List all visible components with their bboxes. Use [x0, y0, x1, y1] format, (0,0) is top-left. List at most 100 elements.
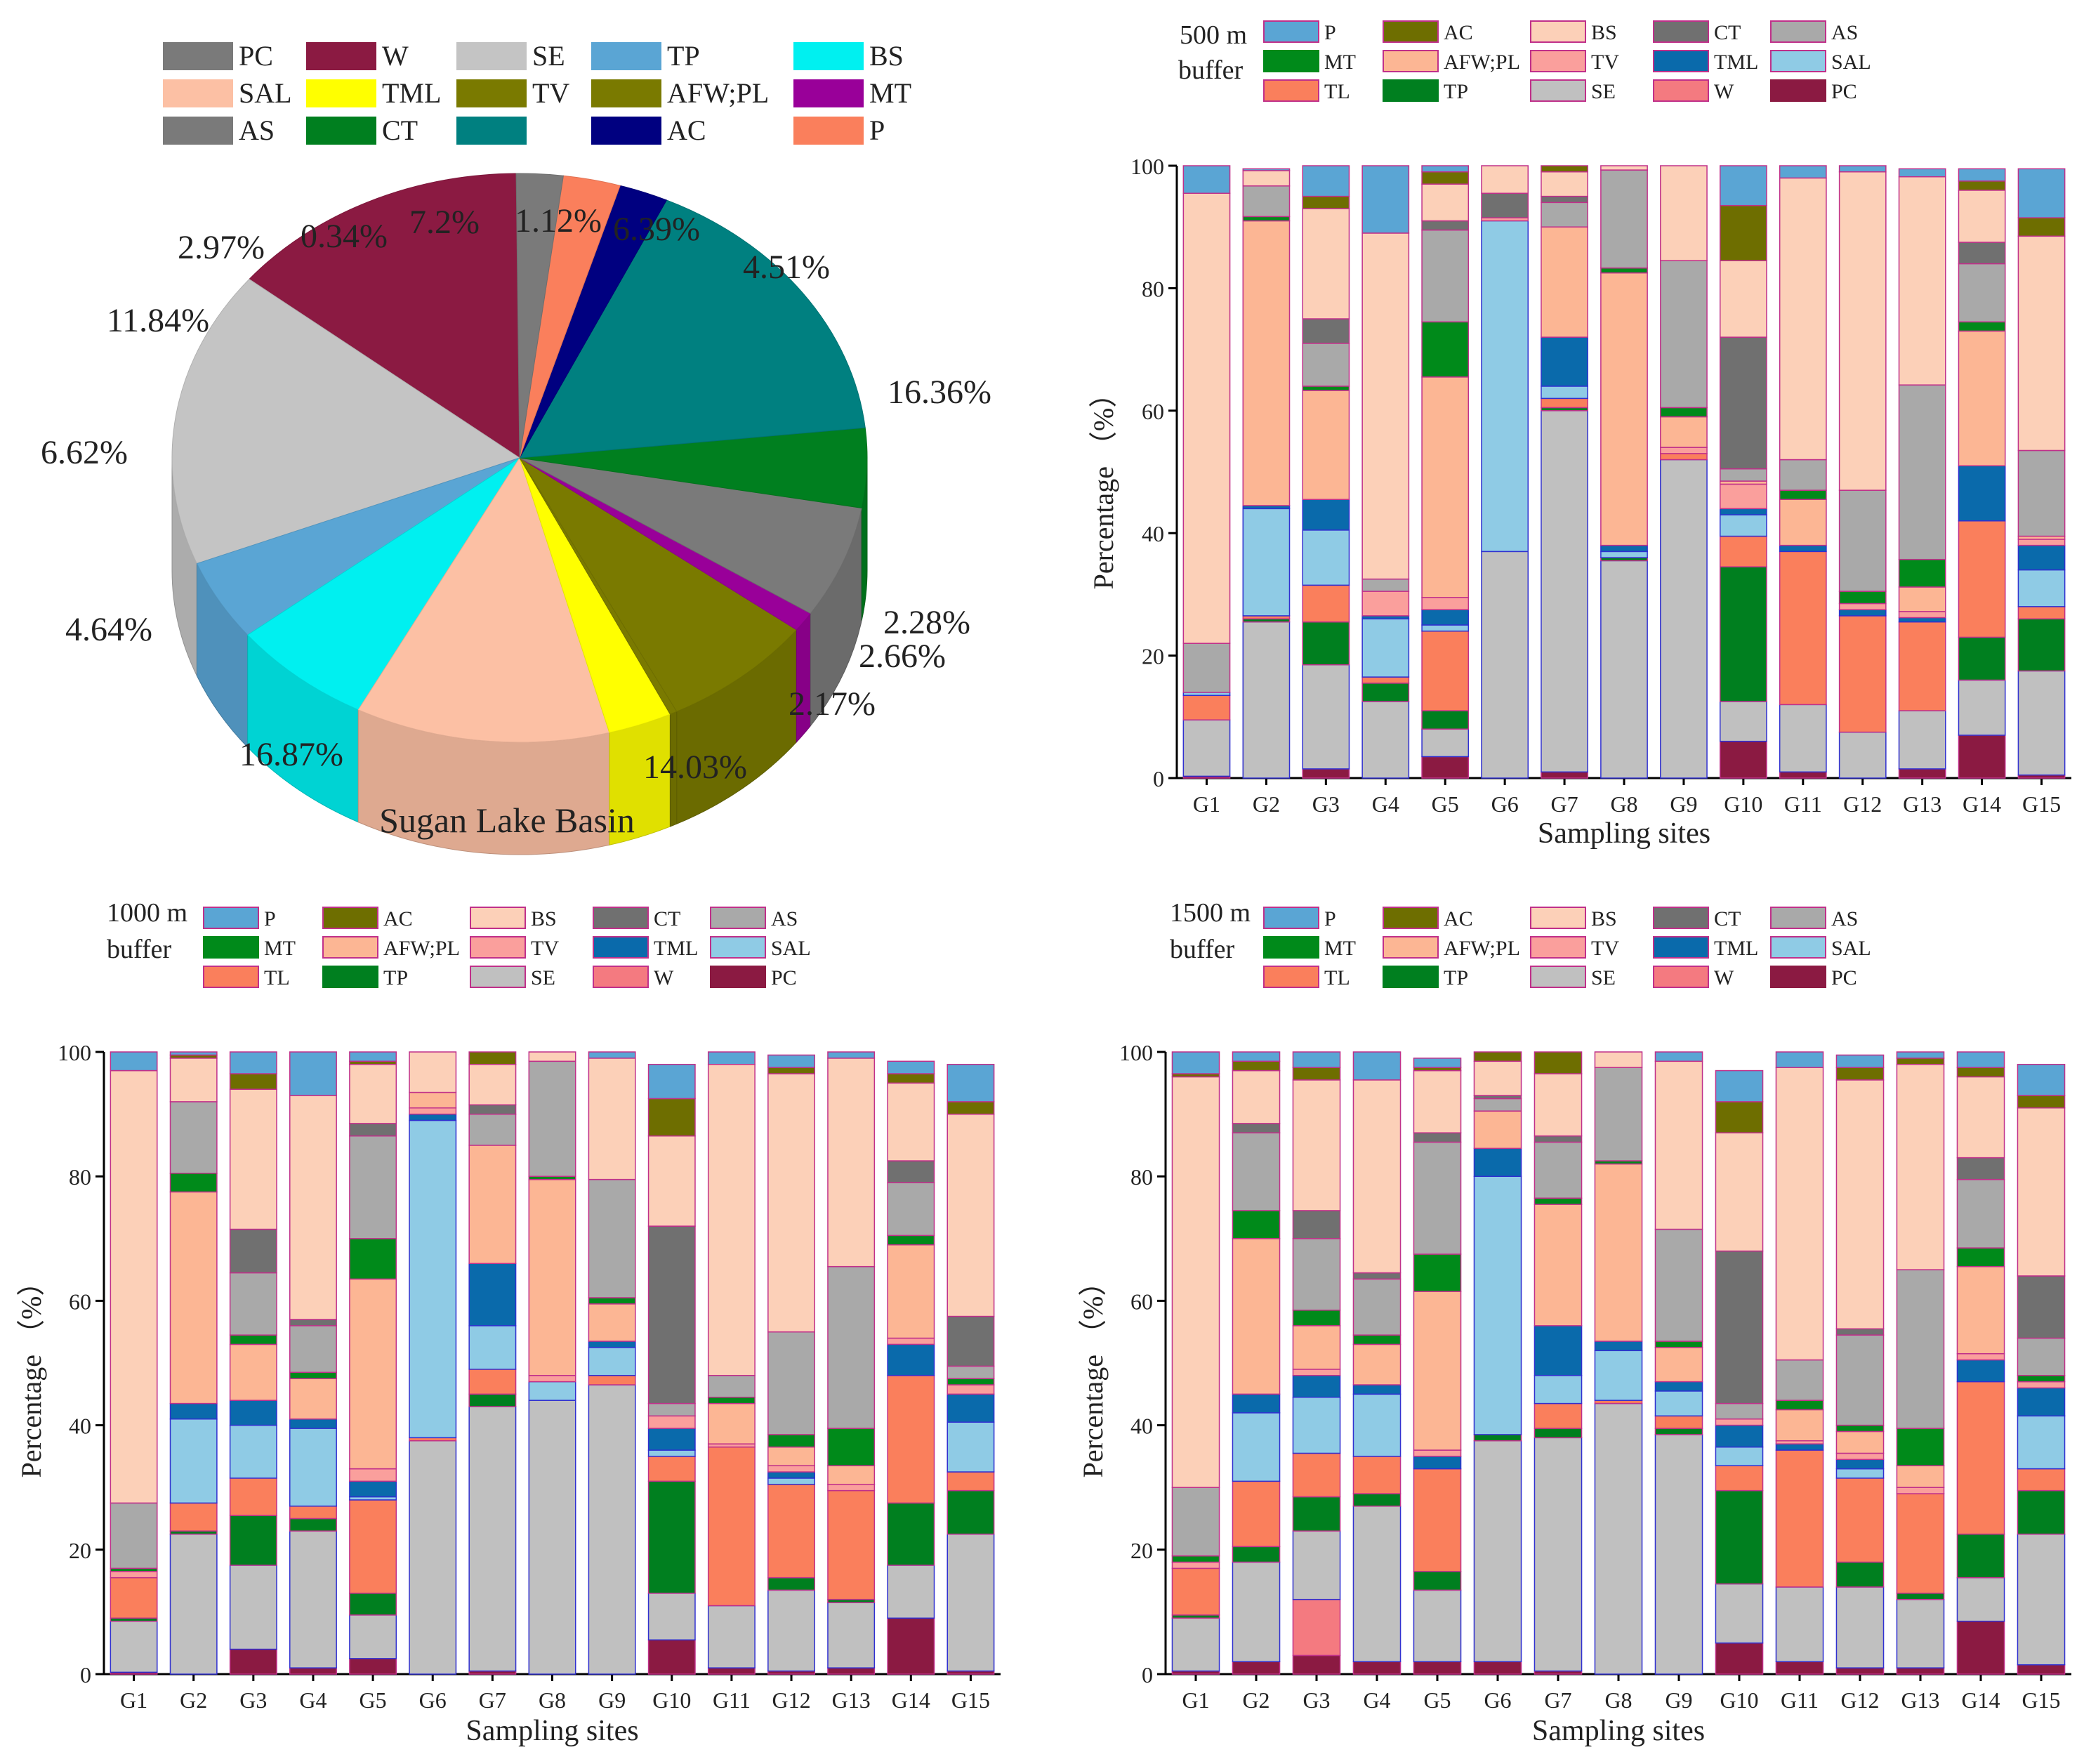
bar-segment-p	[229, 1051, 277, 1074]
bar-segment-as	[2017, 449, 2066, 537]
bar-segment-p	[1958, 168, 2006, 182]
bar-segment-tl	[1775, 1449, 1824, 1588]
bar-segment-afw-pl	[169, 1191, 218, 1404]
bar-segment-sal	[1242, 508, 1291, 617]
bar-segment-afw-pl	[1352, 1343, 1402, 1385]
bar-segment-bs	[1956, 1076, 2005, 1159]
pie-title: Sugan Lake Basin	[379, 801, 635, 840]
bar-legend-label: MT	[264, 937, 296, 960]
bar-segment-pc	[1779, 771, 1827, 779]
pie-legend-item-ct: CT	[306, 114, 418, 146]
bar-segment-ac	[1719, 204, 1767, 261]
bar-segment-tl	[1352, 1456, 1402, 1494]
bar-segment-se	[647, 1593, 696, 1641]
bar-legend-label: TL	[1324, 80, 1350, 103]
bar-legend-swatch	[1383, 20, 1439, 43]
x-tick-label: G12	[1843, 791, 1882, 817]
bar-segment-mt	[947, 1378, 995, 1385]
x-tick-label: G1	[1193, 791, 1220, 817]
bar-segment-sal	[289, 1428, 337, 1507]
bar-g11	[707, 1051, 756, 1675]
x-tick-label: G13	[1903, 791, 1941, 817]
x-axis-title: Sampling sites	[1538, 817, 1710, 850]
bar-segment-p	[588, 1051, 636, 1059]
pie-slice-se	[171, 278, 521, 565]
pie-chart	[171, 173, 868, 855]
x-tick-label: G12	[772, 1687, 810, 1713]
x-tick-label: G8	[1610, 791, 1637, 817]
bar-segment-mt	[707, 1396, 756, 1404]
bar-legend-swatch	[470, 907, 526, 929]
bar-segment-ac	[2017, 217, 2066, 237]
bar-segment-sal	[1421, 624, 1470, 632]
bar-segment-tl	[1232, 1480, 1281, 1548]
bar-segment-bs	[1481, 165, 1529, 194]
bar-segment-mt	[1898, 558, 1946, 588]
bar-segment-sal	[1719, 514, 1767, 537]
x-tick-label: G6	[1484, 1687, 1511, 1713]
bar-legend-item-as: AS	[1770, 20, 1858, 44]
pie-legend-label: AFW;PL	[667, 77, 769, 109]
bar-segment-se	[1898, 710, 1946, 770]
bar-segment-mt	[229, 1334, 277, 1345]
pie-slice-as	[519, 457, 862, 614]
bar-segment-ac	[647, 1098, 696, 1137]
bar-segment-se	[349, 1614, 397, 1659]
bar-segment-bs	[1232, 1069, 1281, 1124]
y-tick-label: 100	[58, 1040, 91, 1065]
bar-legend-item-sal: SAL	[1770, 50, 1871, 74]
bar-segment-sal	[647, 1449, 696, 1457]
bar-legend-label: TP	[383, 966, 408, 989]
bar-segment-afw-pl	[1956, 1265, 2005, 1355]
bar-legend-swatch	[593, 907, 649, 929]
bar-segment-afw-pl	[588, 1303, 636, 1342]
bar-segment-bs	[1654, 1060, 1703, 1230]
bar-segment-pc	[1421, 756, 1470, 779]
bar-segment-ct	[2017, 1275, 2066, 1339]
bar-segment-as	[1898, 384, 1946, 560]
bar-legend-swatch	[1263, 20, 1319, 43]
pie-label-tv: 0.34%	[301, 218, 388, 255]
bar-g15	[947, 1063, 995, 1675]
bar-segment-bs	[2017, 1107, 2066, 1277]
bar-segment-as	[1541, 202, 1588, 228]
x-tick-label: G14	[892, 1687, 930, 1713]
bar-legend-label: W	[654, 966, 674, 989]
bar-segment-bs	[229, 1088, 277, 1230]
bar-segment-as	[1779, 459, 1827, 491]
bar-segment-afw-pl	[887, 1244, 935, 1339]
bar-segment-as	[1600, 169, 1648, 269]
bar-legend-item-sal: SAL	[1770, 936, 1871, 960]
y-tick-label: 40	[1130, 1414, 1153, 1439]
bar-segment-tl	[1958, 520, 2006, 638]
pie-slice-bs	[246, 457, 520, 711]
bar-segment-bs	[1594, 1051, 1643, 1068]
bar-segment-as	[229, 1272, 277, 1336]
bar-legend-label: AS	[771, 907, 798, 930]
x-tick-label: G5	[360, 1687, 387, 1713]
bar-segment-ct	[1835, 1328, 1885, 1336]
bar-segment-pc	[827, 1667, 876, 1675]
y-axis-title: Percentage （%）	[1077, 1268, 1109, 1478]
bar-segment-afw-pl	[1958, 330, 2006, 467]
x-tick-label: G3	[1302, 1687, 1330, 1713]
bar-legend-swatch	[1383, 936, 1439, 959]
bar-segment-tv	[1838, 603, 1887, 610]
bar-segment-tml	[1541, 336, 1588, 387]
buffer-label-suffix: buffer	[107, 935, 171, 964]
bar-segment-tl	[707, 1446, 756, 1607]
y-tick-label: 100	[1130, 154, 1164, 179]
bar-segment-as	[1182, 643, 1231, 693]
bar-segment-tl	[2017, 1468, 2066, 1492]
bar-g12	[1838, 165, 1887, 779]
bar-legend-label: BS	[1591, 21, 1617, 44]
bar-legend-label: AC	[383, 907, 413, 930]
bar-legend-swatch	[1263, 79, 1319, 102]
x-tick-label: G2	[1242, 1687, 1269, 1713]
bar-segment-se	[1352, 1506, 1402, 1663]
bar-segment-tml	[588, 1341, 636, 1348]
bar-segment-p	[1242, 168, 1291, 171]
bar-segment-ct	[1958, 242, 2006, 265]
bar-segment-se	[1541, 410, 1588, 773]
